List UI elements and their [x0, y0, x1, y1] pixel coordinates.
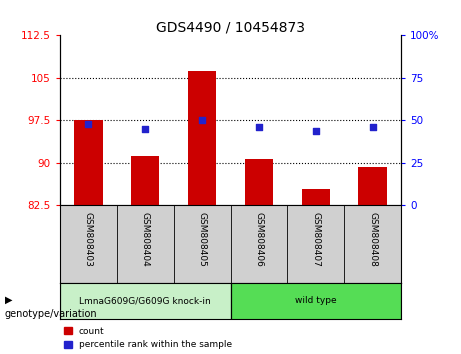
Text: GSM808407: GSM808407: [311, 212, 320, 267]
Bar: [188, 71, 216, 205]
Point: [142, 126, 149, 132]
Bar: [74, 120, 102, 205]
Point: [255, 124, 263, 130]
Bar: [287, 205, 344, 283]
Bar: [230, 205, 287, 283]
Bar: [230, 283, 401, 319]
Bar: [245, 159, 273, 205]
Point: [312, 128, 319, 133]
Bar: [131, 156, 160, 205]
Point: [369, 124, 376, 130]
Point: [198, 118, 206, 123]
Title: GDS4490 / 10454873: GDS4490 / 10454873: [156, 20, 305, 34]
Bar: [344, 205, 401, 283]
Text: GSM808405: GSM808405: [198, 212, 207, 267]
Text: GSM808403: GSM808403: [84, 212, 93, 267]
Point: [85, 121, 92, 127]
Text: wild type: wild type: [295, 296, 337, 306]
Bar: [301, 189, 330, 205]
Text: ▶: ▶: [5, 295, 12, 304]
Text: GSM808408: GSM808408: [368, 212, 377, 267]
Bar: [60, 205, 117, 283]
Bar: [117, 205, 174, 283]
Text: LmnaG609G/G609G knock-in: LmnaG609G/G609G knock-in: [79, 296, 211, 306]
Bar: [358, 167, 387, 205]
Bar: [60, 283, 230, 319]
Text: GSM808404: GSM808404: [141, 212, 150, 266]
Bar: [174, 205, 230, 283]
Legend: count, percentile rank within the sample: count, percentile rank within the sample: [65, 327, 232, 349]
Text: GSM808406: GSM808406: [254, 212, 263, 267]
Text: genotype/variation: genotype/variation: [5, 309, 97, 319]
